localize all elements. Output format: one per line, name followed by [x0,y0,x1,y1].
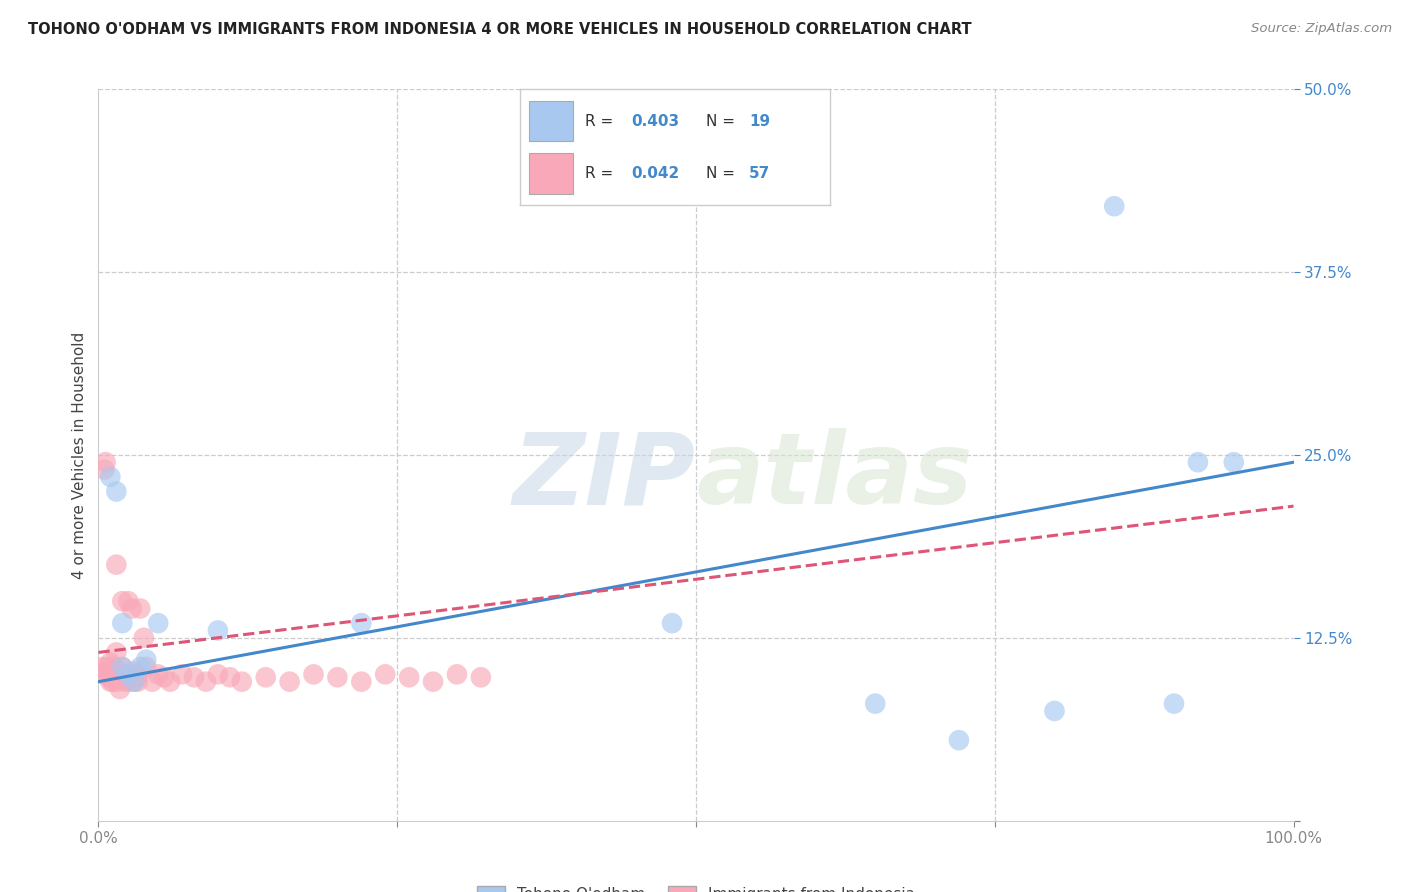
Point [1187,455,1209,469]
Point [122,670,145,684]
Point [103,660,125,674]
Text: 57: 57 [749,166,770,181]
Point [194,674,217,689]
FancyBboxPatch shape [530,101,572,141]
Point [219,670,242,684]
Point [124,665,146,679]
Point [1222,455,1246,469]
Point [93,462,115,476]
Point [117,667,139,681]
Point [326,670,349,684]
Point [148,616,170,631]
Point [108,681,131,696]
Legend: Tohono O'odham, Immigrants from Indonesia: Tohono O'odham, Immigrants from Indonesi… [471,880,921,892]
Point [125,670,148,684]
Point [98,470,122,484]
Point [97,665,120,679]
Point [231,674,253,689]
FancyBboxPatch shape [530,153,572,194]
Point [153,670,176,684]
Point [111,660,134,674]
Text: TOHONO O'ODHAM VS IMMIGRANTS FROM INDONESIA 4 OR MORE VEHICLES IN HOUSEHOLD CORR: TOHONO O'ODHAM VS IMMIGRANTS FROM INDONE… [28,22,972,37]
Point [96,660,118,674]
Point [278,674,301,689]
Text: 0.403: 0.403 [631,114,679,129]
Point [117,594,139,608]
Point [124,674,146,689]
Point [111,616,134,631]
Text: ZIP: ZIP [513,428,696,525]
Point [98,674,122,689]
Point [118,674,141,689]
Point [98,670,121,684]
Point [100,667,122,681]
Point [661,616,683,631]
Point [446,667,468,681]
Text: N =: N = [706,166,740,181]
Point [948,733,970,747]
Point [101,674,124,689]
Point [183,670,205,684]
Text: 0.042: 0.042 [631,166,681,181]
Point [127,674,149,689]
Point [135,660,157,674]
Point [1102,199,1125,213]
Point [105,484,128,499]
Text: R =: R = [585,166,619,181]
Y-axis label: 4 or more Vehicles in Household: 4 or more Vehicles in Household [72,331,87,579]
Point [207,667,229,681]
Point [112,670,135,684]
Point [120,667,142,681]
Point [104,670,127,684]
Point [141,674,163,689]
Point [172,667,194,681]
Point [148,667,170,681]
Point [1043,704,1066,718]
Text: 19: 19 [749,114,770,129]
Point [350,616,373,631]
Point [159,674,181,689]
Point [111,594,134,608]
Point [470,670,492,684]
Point [350,674,373,689]
Point [115,674,138,689]
Point [121,601,143,615]
Point [302,667,325,681]
Point [129,660,152,674]
Point [398,670,420,684]
Point [422,674,444,689]
Point [207,624,229,638]
Point [254,670,277,684]
Point [111,660,134,674]
Point [105,645,128,659]
Text: atlas: atlas [696,428,973,525]
Point [132,631,155,645]
Point [135,653,157,667]
Point [374,667,396,681]
Point [98,656,122,670]
Point [129,601,152,615]
Text: R =: R = [585,114,619,129]
Point [124,674,146,689]
Point [91,660,114,674]
Text: N =: N = [706,114,740,129]
Point [114,667,136,681]
Point [863,697,886,711]
Point [105,558,128,572]
Point [91,667,114,681]
Point [94,455,117,469]
Point [107,674,129,689]
Point [1163,697,1185,711]
Text: Source: ZipAtlas.com: Source: ZipAtlas.com [1251,22,1392,36]
Point [107,665,129,679]
Point [115,670,138,684]
Point [124,667,146,681]
